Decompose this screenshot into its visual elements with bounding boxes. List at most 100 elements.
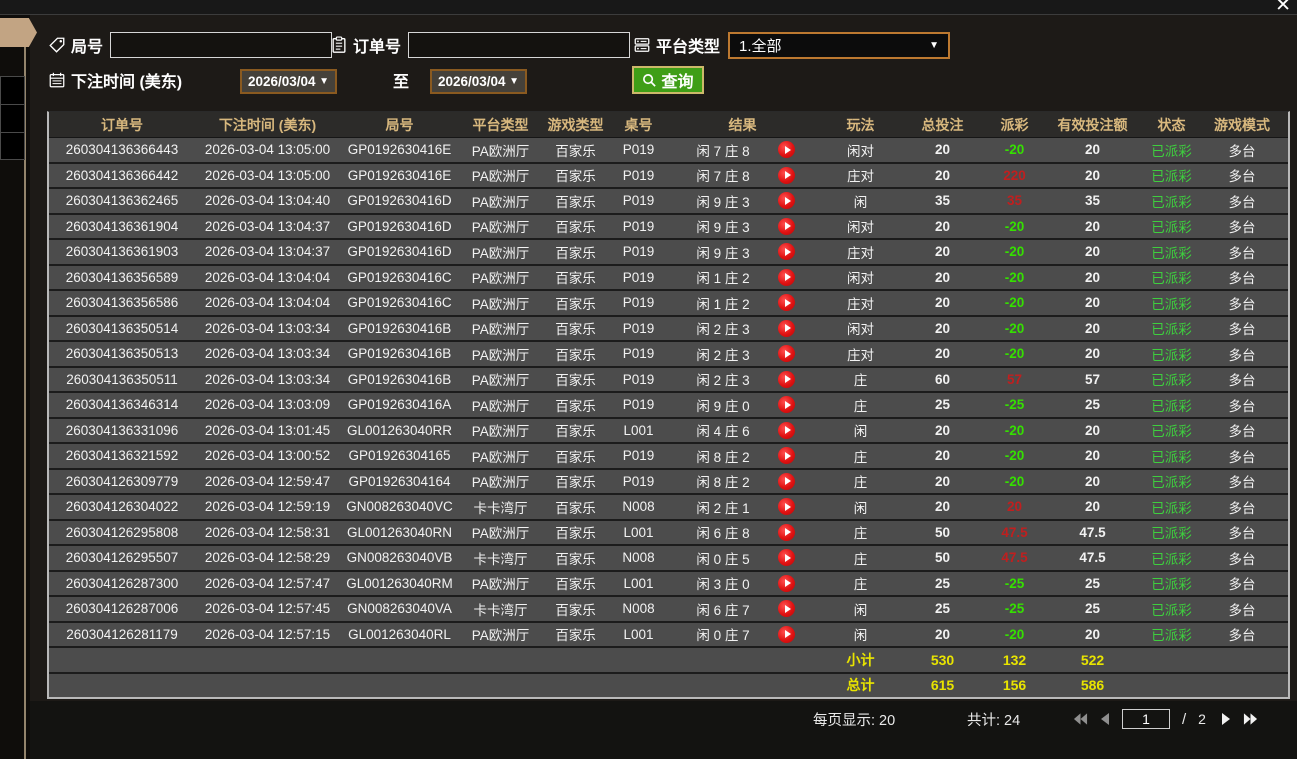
table-row[interactable]: 260304136346314 2026-03-04 13:03:09 GP01… [49, 393, 1288, 419]
date-to-select[interactable]: 2026/03/04 ▼ [430, 68, 527, 94]
cell-play-type: 庄对 [847, 169, 874, 185]
cell-order-id: 260304136366443 [65, 142, 179, 158]
replay-play-icon[interactable] [778, 345, 795, 363]
cell-table-no: P019 [622, 218, 655, 234]
subtotal-label: 小计 [846, 651, 875, 668]
table-row[interactable]: 260304136350514 2026-03-04 13:03:34 GP01… [49, 316, 1288, 342]
table-row[interactable]: 260304126281179 2026-03-04 12:57:15 GL00… [49, 622, 1288, 648]
close-icon[interactable]: ✕ [1275, 0, 1291, 16]
cell-payout: -20 [1004, 142, 1025, 158]
replay-play-icon[interactable] [778, 523, 795, 541]
cell-table-no: P019 [622, 397, 655, 413]
cell-status: 已派彩 [1151, 169, 1192, 185]
replay-play-icon[interactable] [778, 268, 795, 286]
cell-game-mode: 多台 [1228, 347, 1256, 363]
table-row[interactable]: 260304136362465 2026-03-04 13:04:40 GP01… [49, 189, 1288, 215]
platform-select[interactable]: 1.全部 ▼ [728, 31, 951, 59]
cell-play-type: 庄对 [847, 245, 874, 261]
replay-play-icon[interactable] [778, 319, 795, 337]
replay-play-icon[interactable] [778, 217, 795, 235]
next-page-icon[interactable] [1218, 712, 1234, 726]
table-row[interactable]: 260304126295507 2026-03-04 12:58:29 GN00… [49, 546, 1288, 572]
replay-play-icon[interactable] [778, 600, 795, 618]
platform-filter-group: 平台类型 1.全部 ▼ [633, 31, 951, 59]
page-input[interactable] [1122, 709, 1170, 729]
cell-play-type: 庄 [853, 551, 868, 567]
background-side-panels [0, 76, 25, 160]
replay-play-icon[interactable] [778, 370, 795, 388]
cell-play-type: 闲对 [847, 143, 874, 159]
cell-table-no: P019 [622, 346, 655, 362]
replay-play-icon[interactable] [778, 141, 795, 159]
cell-result: 闲 1 庄 2 [668, 267, 817, 287]
prev-page-icon[interactable] [1097, 712, 1113, 726]
cell-platform: PA欧洲厅 [471, 322, 530, 338]
round-input[interactable] [110, 32, 333, 58]
table-row[interactable]: 260304136366442 2026-03-04 13:05:00 GP01… [49, 163, 1288, 189]
replay-play-icon[interactable] [778, 294, 795, 312]
table-row[interactable]: 260304136361904 2026-03-04 13:04:37 GP01… [49, 214, 1288, 240]
table-row[interactable]: 260304136356589 2026-03-04 13:04:04 GP01… [49, 265, 1288, 291]
subtotal-payout: 132 [1002, 651, 1027, 668]
result-score: 闲 9 庄 0 [696, 398, 750, 414]
replay-play-icon[interactable] [778, 166, 795, 184]
cell-bet-time: 2026-03-04 12:58:31 [204, 524, 331, 540]
table-row[interactable]: 260304136361903 2026-03-04 13:04:37 GP01… [49, 240, 1288, 266]
table-row[interactable]: 260304126309779 2026-03-04 12:59:47 GP01… [49, 469, 1288, 495]
replay-play-icon[interactable] [778, 472, 795, 490]
cell-game-mode: 多台 [1228, 245, 1256, 261]
cell-platform: PA欧洲厅 [471, 271, 530, 287]
replay-play-icon[interactable] [778, 192, 795, 210]
last-page-icon[interactable] [1243, 712, 1259, 726]
table-row[interactable]: 260304126287300 2026-03-04 12:57:47 GL00… [49, 571, 1288, 597]
cell-bet-time: 2026-03-04 12:57:47 [204, 575, 331, 591]
replay-play-icon[interactable] [778, 396, 795, 414]
cell-result: 闲 7 庄 8 [668, 140, 817, 160]
table-row[interactable]: 260304136350511 2026-03-04 13:03:34 GP01… [49, 367, 1288, 393]
replay-play-icon[interactable] [778, 574, 795, 592]
col-play-type: 玩法 [846, 116, 875, 133]
cell-total-bet: 25 [934, 601, 951, 617]
table-row[interactable]: 260304136350513 2026-03-04 13:03:34 GP01… [49, 342, 1288, 368]
cell-platform: 卡卡湾厅 [473, 602, 528, 618]
cell-platform: PA欧洲厅 [471, 449, 530, 465]
cell-play-type: 闲 [853, 602, 868, 618]
table-row[interactable]: 260304136331096 2026-03-04 13:01:45 GL00… [49, 418, 1288, 444]
cell-round-id: GL001263040RN [346, 524, 453, 540]
cell-bet-time: 2026-03-04 12:58:29 [204, 550, 331, 566]
table-row[interactable]: 260304126287006 2026-03-04 12:57:45 GN00… [49, 597, 1288, 623]
replay-play-icon[interactable] [778, 625, 795, 643]
cell-game-type: 百家乐 [555, 551, 596, 567]
result-score: 闲 0 庄 5 [696, 551, 750, 567]
replay-play-icon[interactable] [778, 421, 795, 439]
date-to-group: 2026/03/04 ▼ [430, 67, 527, 95]
date-from-select[interactable]: 2026/03/04 ▼ [240, 68, 337, 94]
order-input[interactable] [408, 32, 631, 58]
query-button-label: 查询 [661, 74, 694, 91]
cell-game-type: 百家乐 [555, 628, 596, 644]
table-row[interactable]: 260304126295808 2026-03-04 12:58:31 GL00… [49, 520, 1288, 546]
replay-play-icon[interactable] [778, 549, 795, 567]
col-total-bet: 总投注 [921, 116, 964, 133]
table-row[interactable]: 260304136356586 2026-03-04 13:04:04 GP01… [49, 291, 1288, 317]
cell-order-id: 260304136321592 [65, 448, 179, 464]
cell-valid-bet: 25 [1084, 397, 1101, 413]
replay-play-icon[interactable] [778, 447, 795, 465]
table-row[interactable]: 260304126304022 2026-03-04 12:59:19 GN00… [49, 495, 1288, 521]
cell-play-type: 闲 [853, 424, 868, 440]
cell-valid-bet: 20 [1084, 422, 1101, 438]
table-row[interactable]: 260304136366443 2026-03-04 13:05:00 GP01… [49, 138, 1288, 164]
cell-order-id: 260304136350513 [65, 346, 179, 362]
col-status: 状态 [1157, 116, 1186, 133]
table-body: 260304136366443 2026-03-04 13:05:00 GP01… [49, 138, 1288, 648]
cell-bet-time: 2026-03-04 13:05:00 [204, 142, 331, 158]
cell-valid-bet: 57 [1084, 371, 1101, 387]
replay-play-icon[interactable] [778, 498, 795, 516]
cell-round-id: GN008263040VB [346, 550, 453, 566]
table-row[interactable]: 260304136321592 2026-03-04 13:00:52 GP01… [49, 444, 1288, 470]
col-table-no: 桌号 [624, 116, 653, 133]
replay-play-icon[interactable] [778, 243, 795, 261]
query-button[interactable]: 查询 [632, 66, 704, 94]
first-page-icon[interactable] [1072, 712, 1088, 726]
col-bet-time: 下注时间 (美东) [218, 116, 317, 133]
